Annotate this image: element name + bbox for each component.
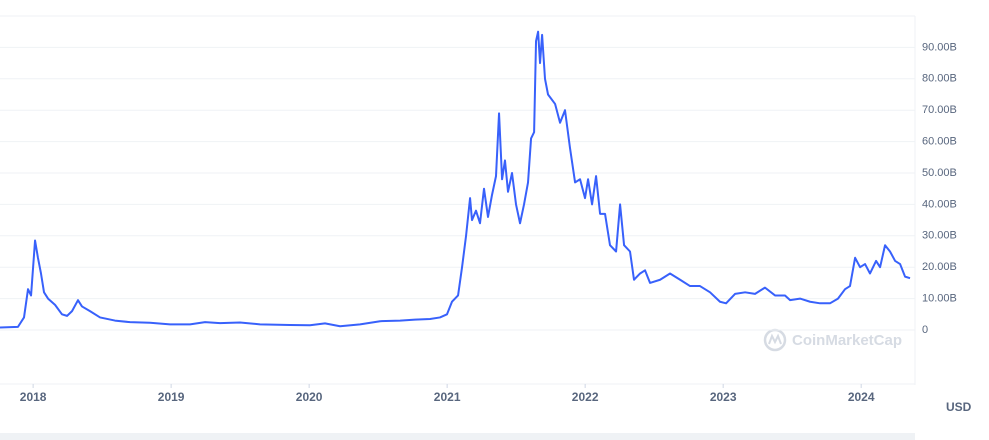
y-tick-label: 90.00B <box>922 41 957 53</box>
y-tick-label: 60.00B <box>922 136 957 148</box>
price-line <box>0 30 911 329</box>
y-tick-label: 10.00B <box>922 293 957 305</box>
x-tick-label: 2020 <box>296 390 323 404</box>
navigator <box>0 433 915 440</box>
x-tick-label: 2018 <box>20 390 47 404</box>
y-tick-label: 30.00B <box>922 230 957 242</box>
y-tick-label: 50.00B <box>922 167 957 179</box>
x-tick-label: 2024 <box>848 390 875 404</box>
x-tick-label: 2019 <box>158 390 185 404</box>
y-tick-label: 40.00B <box>922 198 957 210</box>
y-tick-label: 0 <box>922 324 928 336</box>
y-tick-label: 80.00B <box>922 73 957 85</box>
x-tick-label: 2021 <box>434 390 461 404</box>
watermark: CoinMarketCap <box>792 332 902 349</box>
y-tick-label: 70.00B <box>922 104 957 116</box>
currency-label: USD <box>946 400 972 414</box>
x-tick-label: 2023 <box>710 390 737 404</box>
x-tick-label: 2022 <box>572 390 599 404</box>
y-tick-label: 20.00B <box>922 261 957 273</box>
